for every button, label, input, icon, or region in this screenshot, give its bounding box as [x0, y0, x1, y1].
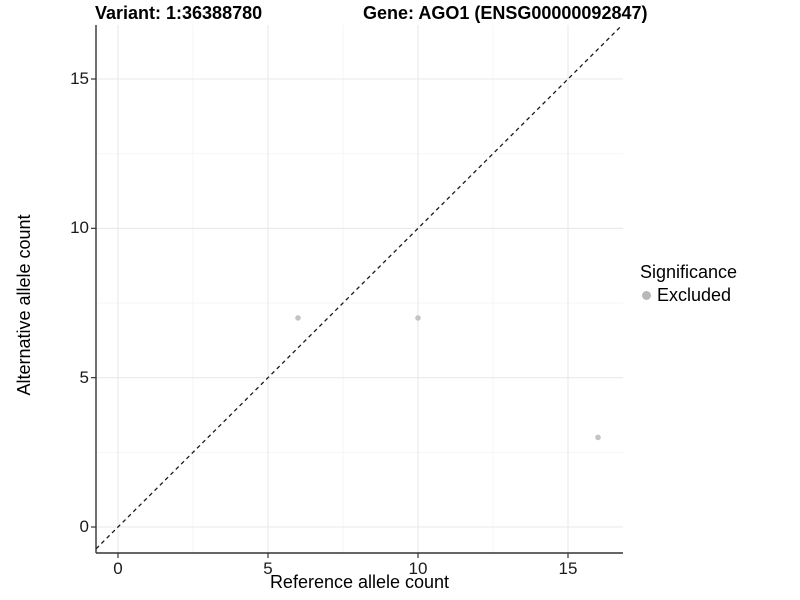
y-tick-label: 15 — [70, 68, 89, 88]
legend-item-excluded: Excluded — [640, 285, 737, 306]
y-axis-label: Alternative allele count — [14, 214, 34, 396]
y-tick-label: 0 — [79, 517, 89, 536]
legend-point-icon — [642, 291, 651, 300]
plot-title-variant: Variant: 1:36388780 — [95, 3, 263, 23]
x-tick-label: 5 — [263, 559, 273, 578]
data-point — [295, 315, 301, 321]
data-point — [415, 315, 421, 321]
x-tick-label: 15 — [558, 559, 578, 578]
identity-dashed-line — [95, 24, 623, 550]
y-tick-label: 10 — [70, 218, 89, 238]
x-axis-label: Reference allele count — [269, 572, 450, 592]
legend-item-label: Excluded — [657, 285, 732, 305]
x-tick-label: 10 — [408, 559, 428, 578]
legend-title: Significance — [640, 262, 738, 282]
data-point — [595, 434, 601, 441]
x-tick-label: 0 — [113, 559, 123, 578]
legend: Significance Excluded — [640, 262, 737, 306]
plot-title-gene: Gene: AGO1 (ENSG00000092847) — [363, 3, 648, 23]
y-tick-label: 5 — [79, 367, 89, 387]
